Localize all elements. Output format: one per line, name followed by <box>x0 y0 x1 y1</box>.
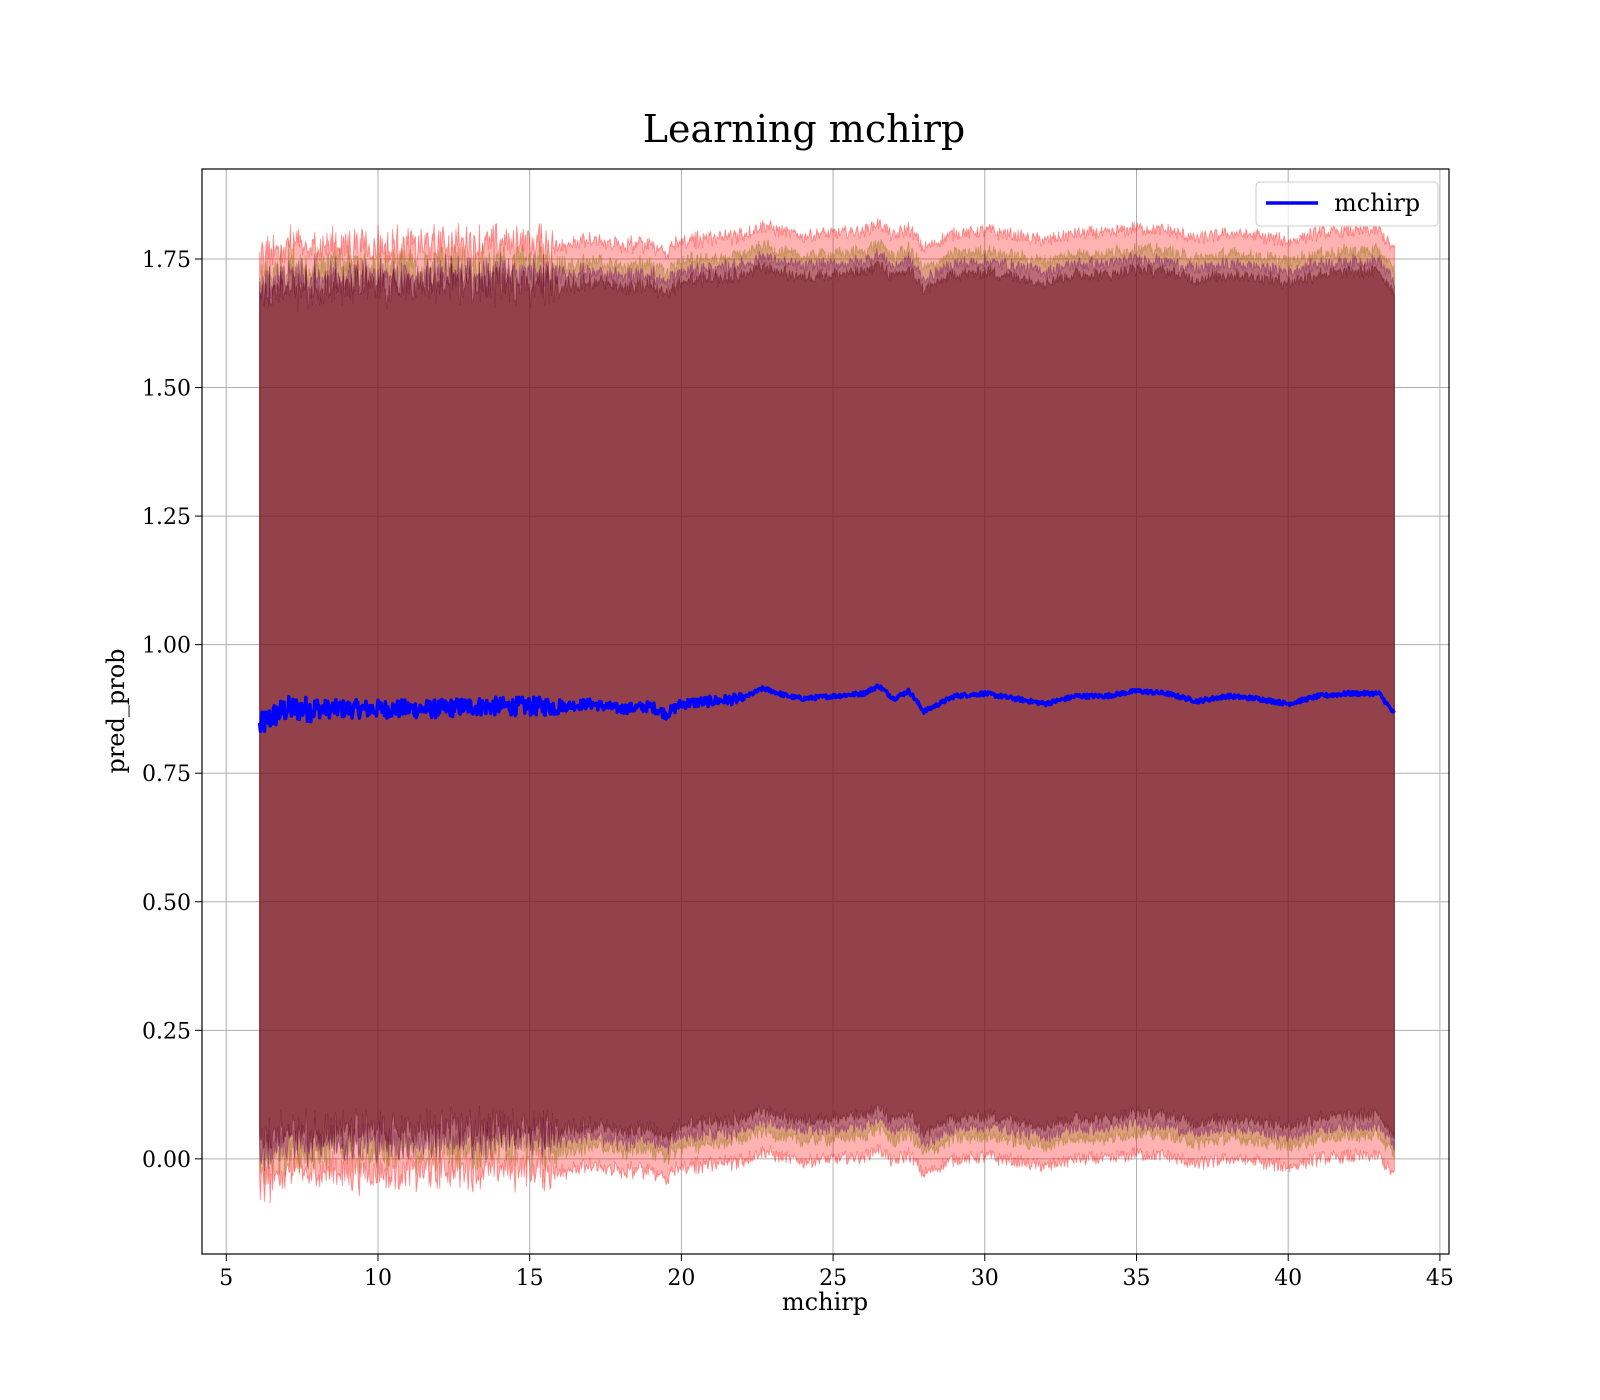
x-tick-label: 5 <box>219 1266 233 1291</box>
grid <box>202 169 1449 1254</box>
legend: mchirp <box>1255 181 1439 227</box>
x-tick-label: 40 <box>1274 1266 1302 1291</box>
x-tick-label: 20 <box>667 1266 695 1291</box>
y-tick-label: 1.25 <box>142 505 191 530</box>
legend-entry-label: mchirp <box>1334 189 1420 217</box>
std-band-1 <box>259 238 1395 1185</box>
std-band-2 <box>259 247 1395 1172</box>
std-bands <box>259 218 1395 1204</box>
y-tick-label: 0.75 <box>142 762 191 787</box>
x-tick-label: 30 <box>971 1266 999 1291</box>
y-tick-label: 0.50 <box>142 891 191 916</box>
y-axis-ticks: 0.00 0.25 0.50 0.75 1.00 1.25 1.50 1.75 <box>142 248 202 1173</box>
series-line-mchirp <box>257 683 1396 734</box>
x-tick-label: 15 <box>516 1266 544 1291</box>
y-tick-label: 1.50 <box>142 377 191 402</box>
std-band-0 <box>259 218 1395 1204</box>
x-axis-ticks: 5 10 15 20 25 30 35 40 45 <box>219 1254 1454 1291</box>
legend-box <box>1255 181 1439 227</box>
std-band-3 <box>259 259 1395 1156</box>
y-tick-label: 0.00 <box>142 1148 191 1173</box>
x-tick-label: 10 <box>364 1266 392 1291</box>
x-axis-label: mchirp <box>782 1288 868 1316</box>
x-tick-label: 45 <box>1426 1266 1454 1291</box>
plot-frame <box>201 168 1450 1255</box>
x-tick-label: 25 <box>819 1266 847 1291</box>
y-tick-label: 1.00 <box>142 634 191 659</box>
y-tick-label: 0.25 <box>142 1019 191 1044</box>
y-tick-label: 1.75 <box>142 248 191 273</box>
series-lines <box>257 683 1396 734</box>
x-tick-label: 35 <box>1122 1266 1150 1291</box>
y-axis-label: pred_prob <box>102 648 130 773</box>
chart-title: Learning mchirp <box>643 107 965 151</box>
